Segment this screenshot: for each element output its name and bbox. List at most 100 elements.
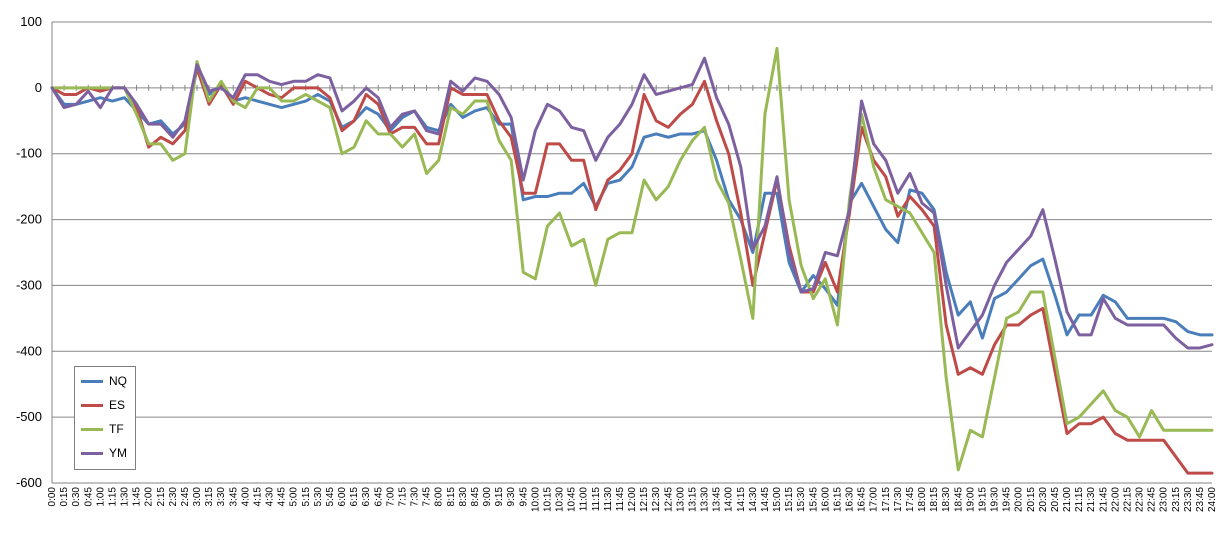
x-tick-label: 15:45 [808,487,819,512]
series-line-ym [50,56,1214,350]
x-tick-label: 5:30 [313,487,324,507]
x-tick-label: 16:30 [845,487,856,512]
x-tick-label: 5:00 [289,487,300,507]
x-tick-label: 10:00 [530,487,541,512]
y-axis: 100 0 -100 -200 -300 -400 -500 -600 [16,14,53,490]
legend-swatch-ym [81,451,103,455]
y-tick-label: 0 [35,80,42,95]
x-tick-label: 22:00 [1110,487,1121,512]
x-tick-label: 11:45 [615,487,626,512]
legend-label-es: ES [109,398,126,412]
x-tick-label: 0:15 [59,487,70,507]
x-tick-label: 22:30 [1135,487,1146,512]
x-tick-label: 9:00 [482,487,493,507]
x-tick-label: 18:30 [941,487,952,512]
x-tick-label: 19:45 [1002,487,1013,512]
x-tick-label: 18:00 [917,487,928,512]
x-tick-label: 4:15 [252,487,263,507]
x-tick-label: 2:30 [168,487,179,507]
legend-item-tf: TF [81,421,124,437]
x-tick-label: 16:00 [820,487,831,512]
x-tick-label: 19:30 [990,487,1001,512]
x-tick-label: 14:45 [760,487,771,512]
x-tick-label: 2:45 [180,487,191,507]
x-tick-label: 20:45 [1050,487,1061,512]
x-tick-label: 5:45 [325,487,336,507]
x-tick-label: 5:15 [301,487,312,507]
x-tick-label: 10:30 [555,487,566,512]
y-tick-label: -400 [16,343,42,358]
x-tick-label: 4:45 [277,487,288,507]
x-tick-label: 17:30 [893,487,904,512]
x-tick-label: 16:15 [832,487,843,512]
x-tick-label: 7:00 [385,487,396,507]
x-tick-label: 11:00 [579,487,590,512]
x-tick-label: 2:00 [144,487,155,507]
x-tick-label: 1:00 [95,487,106,507]
x-tick-label: 9:45 [518,487,529,507]
series-line-tf [50,46,1214,472]
x-tick-label: 11:15 [591,487,602,512]
x-tick-label: 21:30 [1086,487,1097,512]
x-tick-label: 10:15 [542,487,553,512]
x-tick-label: 9:30 [506,487,517,507]
legend-swatch-nq [81,379,103,383]
x-tick-label: 0:00 [47,487,58,507]
legend-label-ym: YM [109,446,127,460]
legend-swatch-es [81,403,103,407]
x-tick-label: 22:45 [1147,487,1158,512]
y-tick-label: -300 [16,277,42,292]
x-tick-label: 11:30 [603,487,614,512]
y-tick-label: -500 [16,409,42,424]
x-tick-label: 16:45 [857,487,868,512]
x-tick-label: 6:45 [373,487,384,507]
x-tick-label: 1:15 [107,487,118,507]
x-tick-label: 15:30 [796,487,807,512]
x-tick-label: 10:45 [567,487,578,512]
x-tick-label: 12:00 [627,487,638,512]
x-tick-label: 1:45 [132,487,143,507]
y-tick-label: -200 [16,212,42,227]
y-tick-label: 100 [20,14,42,29]
x-tick-label: 20:30 [1038,487,1049,512]
x-tick-label: 18:15 [929,487,940,512]
y-tick-label: -600 [16,475,42,490]
x-tick-label: 17:15 [881,487,892,512]
series-line-nq [50,66,1214,340]
x-tick-label: 3:45 [228,487,239,507]
x-tick-label: 7:15 [397,487,408,507]
legend-item-nq: NQ [81,373,127,389]
x-tick-label: 4:00 [240,487,251,507]
x-tick-label: 6:00 [337,487,348,507]
x-tick-label: 23:15 [1171,487,1182,512]
x-tick-label: 12:45 [663,487,674,512]
x-tick-label: 8:00 [434,487,445,507]
x-tick-label: 24:00 [1207,487,1218,512]
x-tick-label: 13:15 [687,487,698,512]
series-lines [50,46,1214,475]
x-tick-label: 6:30 [361,487,372,507]
x-tick-label: 1:30 [120,487,131,507]
x-tick-label: 13:00 [675,487,686,512]
x-tick-label: 13:30 [700,487,711,512]
series-line-es [50,66,1214,475]
x-tick-label: 8:30 [458,487,469,507]
legend-label-nq: NQ [109,374,127,388]
x-tick-label: 14:15 [736,487,747,512]
x-tick-label: 13:45 [712,487,723,512]
legend-item-es: ES [81,397,125,413]
legend-label-tf: TF [109,422,124,436]
y-tick-label: -100 [16,146,42,161]
x-tick-label: 0:45 [83,487,94,507]
x-tick-label: 20:00 [1014,487,1025,512]
x-tick-label: 9:15 [494,487,505,507]
x-axis: 0:00 0:15 0:30 0:45 1:00 1:15 1:30 1:45 2:00 2:15… [47,84,1218,512]
x-tick-label: 7:45 [422,487,433,507]
x-tick-label: 23:30 [1183,487,1194,512]
x-tick-label: 19:15 [977,487,988,512]
x-tick-label: 8:15 [446,487,457,507]
gridlines [52,21,1212,484]
x-tick-label: 6:15 [349,487,360,507]
x-tick-label: 0:30 [71,487,82,507]
